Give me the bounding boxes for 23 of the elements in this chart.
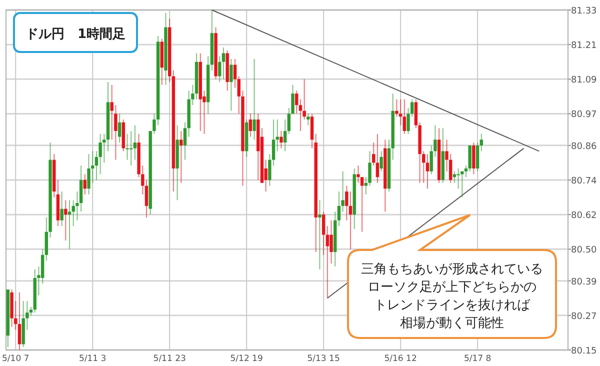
x-tick-label: 5/12 19 <box>230 354 263 364</box>
y-tick-label: 80.86 <box>571 142 598 152</box>
x-tick-label: 5/16 12 <box>384 354 417 364</box>
x-tick-label: 5/11 23 <box>153 354 186 364</box>
x-tick-label: 5/13 15 <box>307 354 340 364</box>
x-tick-label: 5/11 3 <box>79 354 106 364</box>
y-tick-label: 80.74 <box>571 176 598 186</box>
y-tick-label: 80.50 <box>571 246 598 256</box>
y-tick-label: 80.39 <box>571 277 598 288</box>
y-tick-label: 81.33 <box>571 6 597 16</box>
x-tick-label: 5/17 8 <box>464 354 492 364</box>
y-tick-label: 80.15 <box>571 346 597 356</box>
title: ドル円 1時間足 <box>13 12 138 53</box>
y-tick-label: 81.09 <box>571 76 598 86</box>
x-tick-label: 5/10 7 <box>2 354 30 364</box>
annotation: ローソク足が上下どちらかの <box>368 280 536 295</box>
annotation: トレンドラインを抜ければ <box>374 298 531 313</box>
annotation: 相場が動く可能性 <box>400 316 504 331</box>
y-tick-label: 80.62 <box>571 211 597 222</box>
y-tick-label: 80.27 <box>571 312 597 322</box>
annotation: 三角もちあいが形成されている <box>361 262 543 277</box>
y-tick-label: 80.97 <box>571 110 597 120</box>
y-tick-label: 81.21 <box>571 41 597 52</box>
